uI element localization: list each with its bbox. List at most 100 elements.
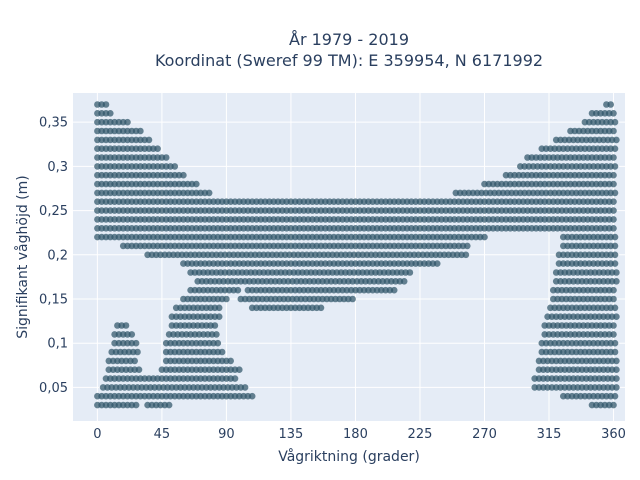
data-point xyxy=(610,127,617,135)
data-point xyxy=(128,331,136,338)
x-tick-label: 45 xyxy=(154,427,171,442)
data-point xyxy=(611,163,619,170)
data-point xyxy=(481,233,488,241)
data-point xyxy=(162,154,170,161)
data-point xyxy=(464,242,471,250)
data-point xyxy=(165,401,173,409)
x-tick-label: 180 xyxy=(343,427,368,442)
data-point xyxy=(611,260,619,267)
data-point xyxy=(610,180,617,188)
chart-title-line2: Koordinat (Sweref 99 TM): E 359954, N 61… xyxy=(155,51,543,70)
data-point xyxy=(231,375,239,382)
data-point xyxy=(180,171,187,179)
data-point xyxy=(349,295,356,303)
data-point xyxy=(610,110,617,117)
x-tick-labels: 0 45 90 135 180 225 270 315 360 xyxy=(93,427,626,442)
data-point xyxy=(611,339,619,347)
data-point xyxy=(611,251,619,259)
data-point xyxy=(433,260,441,267)
data-point xyxy=(610,171,617,179)
data-point xyxy=(610,322,617,329)
y-tick-label: 0,3 xyxy=(47,160,68,175)
chart-title-line1: År 1979 - 2019 xyxy=(289,30,409,49)
data-point xyxy=(132,401,140,409)
data-point xyxy=(131,357,138,365)
x-axis-title: Vågriktning (grader) xyxy=(278,448,420,465)
data-point xyxy=(406,269,414,276)
data-point xyxy=(613,357,620,365)
data-point xyxy=(611,233,619,241)
y-tick-label: 0,2 xyxy=(47,248,68,263)
data-point xyxy=(211,322,219,329)
data-point xyxy=(610,295,617,303)
y-axis-title: Signifikant våghöjd (m) xyxy=(14,175,31,338)
data-point xyxy=(610,331,617,338)
data-point xyxy=(205,189,213,197)
data-point xyxy=(134,348,141,356)
data-point xyxy=(213,331,220,338)
data-point xyxy=(610,198,617,205)
data-point xyxy=(611,348,619,356)
data-point xyxy=(610,216,617,223)
data-point xyxy=(613,313,620,321)
data-point xyxy=(234,286,242,294)
x-tick-label: 270 xyxy=(472,427,497,442)
data-point xyxy=(613,278,620,285)
data-point xyxy=(613,269,620,276)
x-tick-label: 135 xyxy=(279,427,304,442)
x-tick-label: 0 xyxy=(93,427,101,442)
data-point xyxy=(317,304,325,312)
data-point xyxy=(193,180,200,188)
data-point xyxy=(137,127,144,135)
data-point xyxy=(218,348,226,356)
data-point xyxy=(611,242,619,250)
data-point xyxy=(171,163,179,170)
data-point xyxy=(613,366,620,374)
y-tick-label: 0,25 xyxy=(39,204,68,219)
data-point xyxy=(610,401,617,409)
data-point xyxy=(236,366,243,374)
data-point xyxy=(610,154,617,161)
data-point xyxy=(241,384,249,391)
data-point xyxy=(122,322,130,329)
data-point xyxy=(145,136,153,144)
data-point xyxy=(613,384,620,391)
y-tick-label: 0,1 xyxy=(47,337,68,352)
data-point xyxy=(102,101,110,108)
data-point xyxy=(611,392,619,400)
y-tick-label: 0,15 xyxy=(39,292,68,307)
data-point xyxy=(610,225,617,232)
data-point xyxy=(611,118,619,126)
data-point xyxy=(215,304,223,312)
data-point xyxy=(462,251,470,259)
data-point xyxy=(400,278,408,285)
data-point xyxy=(215,313,223,321)
data-point xyxy=(611,145,619,152)
data-point xyxy=(124,118,131,126)
data-point xyxy=(613,375,620,382)
data-point xyxy=(611,304,619,312)
y-tick-labels: 0,05 0,1 0,15 0,2 0,25 0,3 0,35 xyxy=(39,116,68,396)
x-tick-label: 90 xyxy=(218,427,235,442)
data-points xyxy=(94,101,620,409)
data-point xyxy=(607,101,614,108)
data-point xyxy=(223,295,230,303)
data-point xyxy=(610,286,617,294)
x-tick-label: 225 xyxy=(408,427,433,442)
data-point xyxy=(248,392,256,400)
data-point xyxy=(132,339,140,347)
data-point xyxy=(611,189,619,197)
x-tick-label: 360 xyxy=(601,427,626,442)
x-tick-label: 315 xyxy=(537,427,562,442)
data-point xyxy=(227,357,234,365)
data-point xyxy=(107,110,114,117)
y-tick-label: 0,35 xyxy=(39,116,68,131)
data-point xyxy=(154,145,161,152)
y-tick-label: 0,05 xyxy=(39,381,68,396)
data-point xyxy=(135,366,143,374)
data-point xyxy=(610,207,617,214)
data-point xyxy=(613,136,620,144)
data-point xyxy=(214,339,222,347)
data-point xyxy=(390,286,398,294)
